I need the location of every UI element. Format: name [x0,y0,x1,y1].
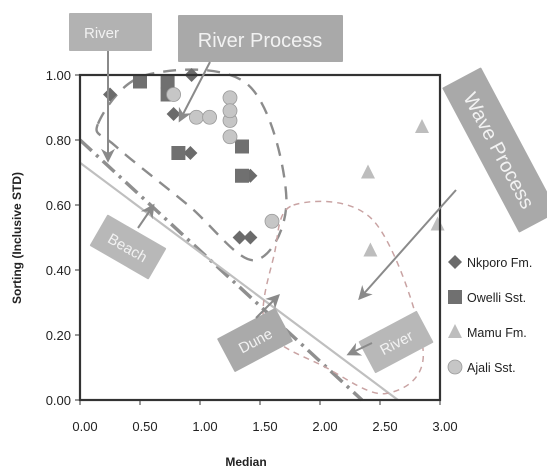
point-nkporo-fm [183,146,198,160]
point-nkporo-fm [232,230,247,245]
point-owelli-sst [160,74,175,89]
point-ajali-sst [166,87,182,102]
annotation-river-top-label: River [84,25,119,42]
river-beach-line [78,138,364,402]
ticks-layer: 0.00 0.50 1.00 1.50 2.00 2.50 3.00 0.00 0.20 0.40… [46,68,458,434]
beach-dune-line [79,161,399,401]
annotation-river-bottom: River [346,310,434,374]
legend-label-mamu-fm: Mamu Fm. [467,326,527,340]
legend-label-nkporo-fm: Nkporo Fm. [467,256,532,270]
y-tick-label: 0.40 [46,263,71,278]
x-tick-label: 2.00 [312,419,337,434]
annotation-river-process-label: River Process [198,30,322,52]
legend-label-ajali-sst: Ajali Sst. [467,361,516,375]
y-tick-label: 0.20 [46,328,71,343]
legend-marker-ajali-sst [447,359,463,375]
legend: Nkporo Fm. Owelli Sst. Mamu Fm. Ajali Sst. [447,255,532,375]
point-ajali-sst [222,103,238,119]
point-ajali-sst [222,90,238,106]
lines-layer [78,68,424,402]
x-tick-label: 2.50 [372,419,397,434]
x-tick-label: 3.00 [432,419,457,434]
annotation-river-top: River [69,13,152,163]
point-ajali-sst [264,213,280,229]
river-process-envelope [95,68,288,262]
point-mamu-fm [363,242,378,257]
point-mamu-fm [415,119,429,133]
legend-marker-owelli-sst [448,290,462,304]
x-tick-label: 1.50 [252,419,277,434]
point-nkporo-fm [166,107,181,121]
y-tick-label: 0.80 [46,133,71,148]
point-nkporo-fm [243,230,258,245]
point-ajali-sst [222,129,238,145]
point-owelli-sst [235,139,249,154]
legend-marker-mamu-fm [448,324,462,338]
annotation-river-process: River Process [178,15,343,123]
y-tick-label: 1.00 [46,68,71,83]
x-tick-label: 0.00 [72,419,97,434]
legend-marker-nkporo-fm [448,255,462,269]
legend-label-owelli-sst: Owelli Sst. [467,291,526,305]
x-axis-title: Median [225,455,266,469]
points-layer [103,68,445,257]
y-axis-title: Sorting (Inclusive STD) [10,172,24,304]
point-owelli-sst [133,74,147,89]
y-tick-label: 0.60 [46,198,71,213]
x-tick-label: 1.00 [192,419,217,434]
point-mamu-fm [430,216,445,231]
point-mamu-fm [361,164,375,179]
point-owelli-sst [235,168,249,183]
annotation-dune: Dune [217,294,293,372]
point-nkporo-fm [103,87,117,102]
point-ajali-sst [202,109,218,125]
x-tick-label: 0.50 [132,419,157,434]
y-tick-label: 0.00 [46,393,71,408]
point-ajali-sst [188,109,204,125]
annotation-beach: Beach [89,203,167,280]
point-owelli-sst [171,146,186,160]
wave-process-envelope [262,200,424,395]
